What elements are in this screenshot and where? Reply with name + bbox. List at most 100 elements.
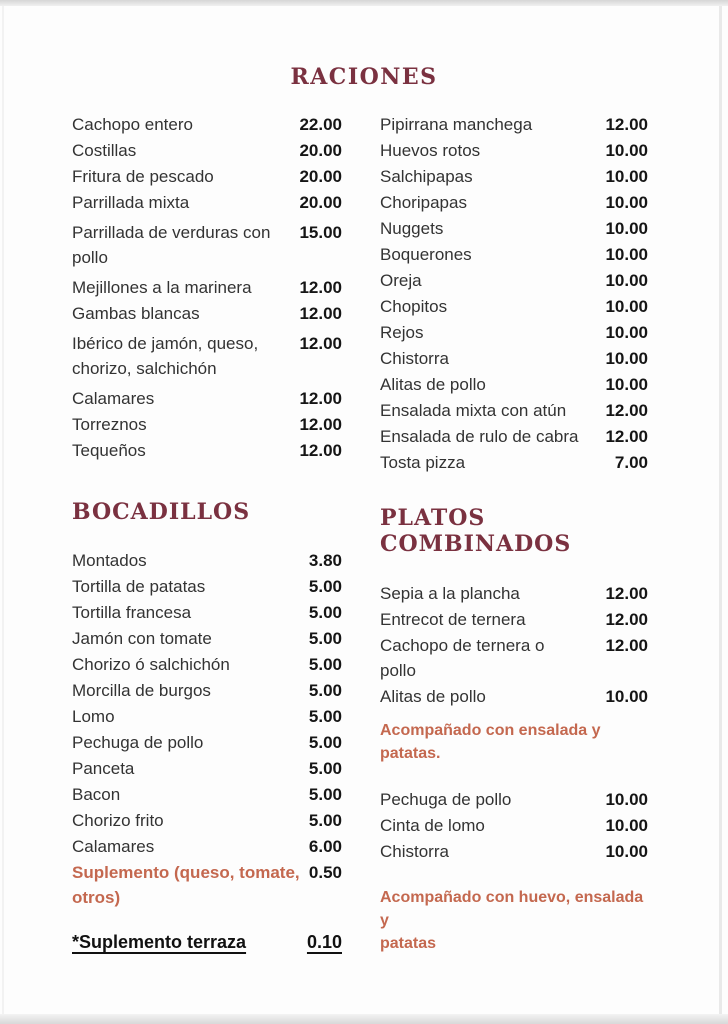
item-price: 5.00 [308,759,342,778]
item-name: Chistorra [380,349,449,368]
item-name: Nuggets [380,219,444,238]
item-price: 12.00 [299,415,342,434]
item-price: 5.00 [308,707,342,726]
item-name: Chistorra [380,842,449,861]
item-name: Morcilla de burgos [72,681,211,700]
menu-item-row: Panceta 5.00 [72,756,342,781]
menu-item-row: Montados 3.80 [72,548,342,573]
menu-item-row: Pipirrana manchega 12.00 [380,112,648,137]
item-price: 12.00 [605,115,648,134]
item-price: 10.00 [605,323,648,342]
menu-item-row: Cinta de lomo 10.00 [380,813,648,838]
item-price: 20.00 [299,193,342,212]
item-price: 5.00 [308,655,342,674]
menu-item-row: Torreznos 12.00 [72,412,342,437]
menu-item-row: Tortilla francesa 5.00 [72,600,342,625]
item-price: 10.00 [605,842,648,861]
item-name: Parrillada mixta [72,193,190,212]
menu-item-row: Chorizo frito 5.00 [72,808,342,833]
item-price: 5.00 [308,603,342,622]
item-price: 10.00 [605,375,648,394]
menu-item-row: Tortilla de patatas 5.00 [72,574,342,599]
menu-item-row-supplement: Suplemento (queso, tomate, otros) 0.50 [72,860,342,910]
item-price: 10.00 [605,141,648,160]
menu-item-row: Morcilla de burgos 5.00 [72,678,342,703]
item-name: Alitas de pollo [380,687,486,706]
item-name: Chorizo frito [72,811,164,830]
item-name: Tosta pizza [380,453,466,472]
menu-item-row: Huevos rotos 10.00 [380,138,648,163]
item-name: Calamares [72,837,155,856]
item-price: 12.00 [299,334,342,353]
page-edge-left [2,6,4,1014]
menu-item-row: Ensalada de rulo de cabra 12.00 [380,424,648,449]
item-price: 5.00 [308,733,342,752]
item-name: Chopitos [380,297,448,316]
item-price: 22.00 [299,115,342,134]
item-price: 3.80 [308,551,342,570]
item-price: 10.00 [605,816,648,835]
platos-group-2: Pechuga de pollo 10.00 Cinta de lomo 10.… [380,787,648,864]
menu-item-row: Rejos 10.00 [380,320,648,345]
item-name: Torreznos [72,415,147,434]
menu-item-row: Calamares 6.00 [72,834,342,859]
item-price: 7.00 [614,453,648,472]
item-name: Choripapas [380,193,467,212]
item-price: 10.00 [605,297,648,316]
item-name: Chorizo ó salchichón [72,655,230,674]
menu-item-row: Gambas blancas 12.00 [72,301,342,326]
item-name: Ensalada de rulo de cabra [380,427,579,446]
item-price: 5.00 [308,577,342,596]
item-price: 10.00 [605,219,648,238]
item-price: 12.00 [299,389,342,408]
menu-item-row: Oreja 10.00 [380,268,648,293]
menu-item-row: Jamón con tomate 5.00 [72,626,342,651]
item-price: 10.00 [605,245,648,264]
item-price: 20.00 [299,141,342,160]
menu-item-row: Fritura de pescado 20.00 [72,164,342,189]
item-price: 12.00 [605,427,648,446]
menu-item-row: Sepia a la plancha 12.00 [380,581,648,606]
menu-item-row: Chopitos 10.00 [380,294,648,319]
item-name: Montados [72,551,147,570]
item-name: Jamón con tomate [72,629,212,648]
menu-item-row: Chistorra 10.00 [380,839,648,864]
item-name: Cinta de lomo [380,816,485,835]
item-name: Tortilla de patatas [72,577,206,596]
terrace-supplement-label: *Suplemento terraza [72,932,247,952]
menu-item-row: Chorizo ó salchichón 5.00 [72,652,342,677]
right-column: Pipirrana manchega 12.00 Huevos rotos 10… [380,112,648,955]
item-price: 10.00 [605,271,648,290]
item-name: Oreja [380,271,422,290]
item-name: Boquerones [380,245,472,264]
item-name: Tortilla francesa [72,603,192,622]
item-name: Panceta [72,759,135,778]
item-price: 10.00 [605,349,648,368]
page-edge-right [719,6,722,1014]
item-price: 10.00 [605,790,648,809]
item-name: Rejos [380,323,424,342]
page-edge-top [0,0,728,6]
menu-item-row: Pechuga de pollo 5.00 [72,730,342,755]
menu-item-row: Parrillada de verduras con pollo 15.00 [72,220,342,270]
item-price: 12.00 [299,304,342,323]
section-title-raciones: RACIONES [290,64,438,90]
item-name: Pipirrana manchega [380,115,533,134]
platos-note-ensalada-patatas: Acompañado con ensalada y patatas. [380,722,601,762]
item-name: Pechuga de pollo [72,733,204,752]
section-title-platos-combinados: PLATOS COMBINADOS [380,505,572,557]
item-price: 10.00 [605,687,648,706]
platos-note-huevo-ensalada-patatas: Acompañado con huevo, ensalada y patatas [380,889,644,952]
item-price: 12.00 [605,401,648,420]
item-price: 12.00 [605,610,648,629]
item-price: 0.50 [308,863,342,882]
item-price: 12.00 [299,441,342,460]
left-column: Cachopo entero 22.00 Costillas 20.00 Fri… [72,112,342,911]
item-price: 6.00 [308,837,342,856]
item-name: Salchipapas [380,167,473,186]
menu-item-row: Lomo 5.00 [72,704,342,729]
item-name: Bacon [72,785,121,804]
item-name: Ensalada mixta con atún [380,401,567,420]
item-name: Fritura de pescado [72,167,214,186]
item-price: 10.00 [605,193,648,212]
